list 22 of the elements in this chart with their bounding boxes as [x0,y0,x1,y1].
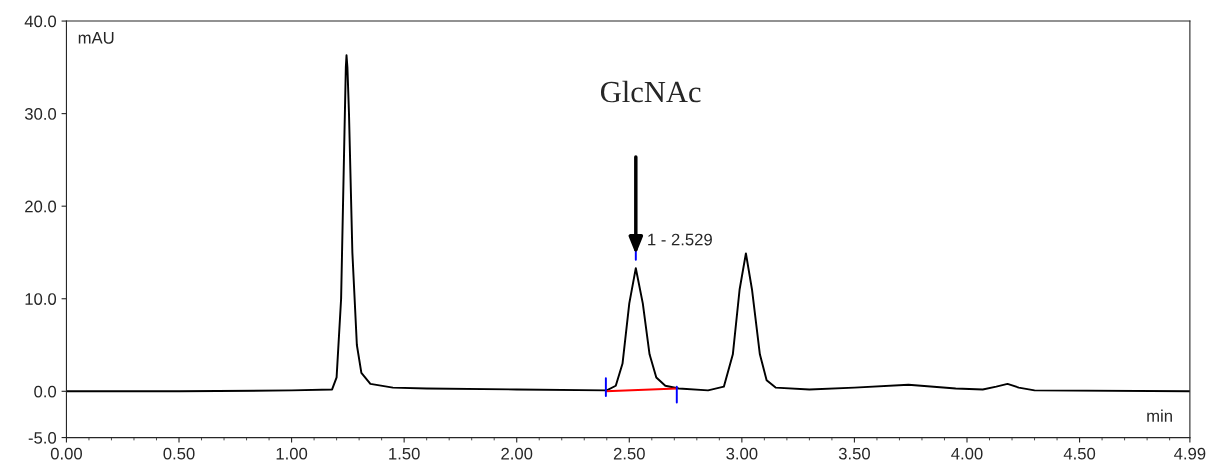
x-tick-label: 4.50 [1063,447,1096,460]
x-axis-title: min [1147,409,1172,422]
x-tick-label: 1.50 [389,447,420,460]
x-tick-label: 3.00 [726,447,758,460]
y-tick-label: -5.0 [28,431,57,444]
x-tick-label: 2.00 [501,447,533,460]
annotation: GlcNAc [600,80,701,103]
x-tick-label: 4.00 [951,447,983,460]
x-tick-label: 4.99 [1174,447,1206,460]
line-series [66,54,1190,393]
x-tick-label: 0.00 [50,447,83,460]
y-tick-label: 10.0 [25,293,57,305]
y-tick-label: 0.0 [34,385,57,398]
x-tick-label: 1.00 [276,447,308,460]
y-tick-label: 20.0 [25,200,57,213]
annotation: 1 - 2.529 [648,233,712,246]
x-tick-label: 0.50 [163,447,195,460]
x-tick-label: 2.50 [613,447,645,460]
y-axis-title: mAU [78,32,114,44]
y-tick-label: 40.0 [24,15,57,28]
y-tick-label: 30.0 [24,108,57,120]
x-tick-label: 3.50 [838,447,870,460]
